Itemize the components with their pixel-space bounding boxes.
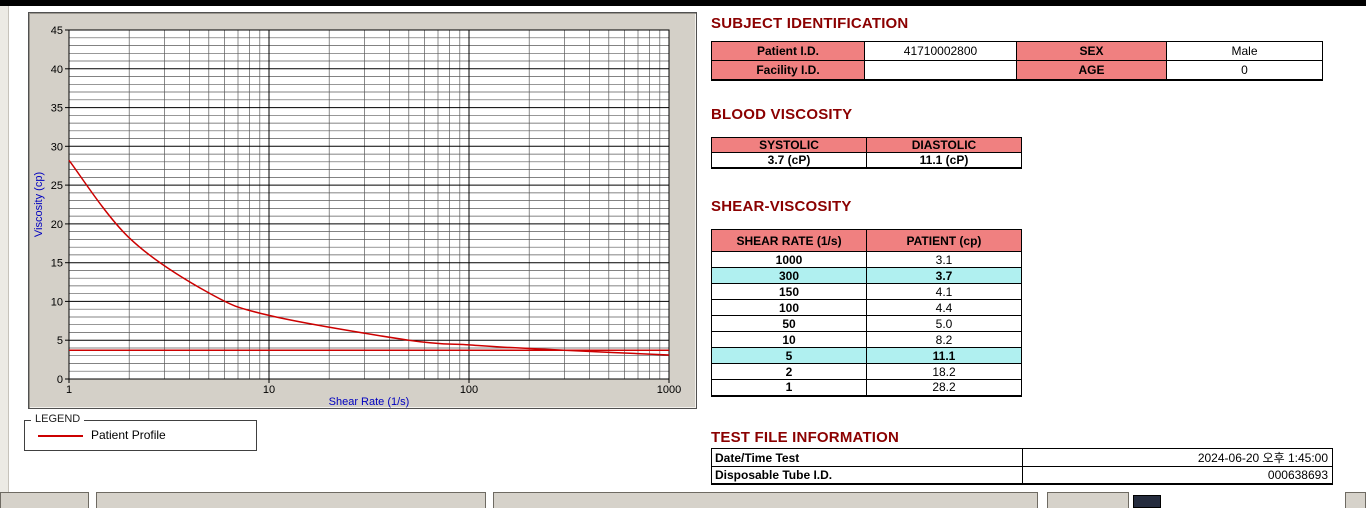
svg-text:10: 10 <box>51 296 63 308</box>
patient-id-value: 41710002800 <box>864 41 1017 61</box>
table-row: 3.7 (cP) 11.1 (cP) <box>711 152 1022 169</box>
table-row: Facility I.D. AGE 0 <box>711 60 1323 80</box>
patient-cp-cell: 11.1 <box>866 347 1022 364</box>
diastolic-value: 11.1 (cP) <box>866 152 1022 169</box>
patient-cp-cell: 28.2 <box>866 379 1022 396</box>
shear-viscosity-row: 150 4.1 <box>711 283 1022 300</box>
facility-id-label: Facility I.D. <box>711 60 865 80</box>
table-row: Disposable Tube I.D. 000638693 <box>711 466 1333 484</box>
shear-viscosity-row: 5 11.1 <box>711 347 1022 364</box>
svg-text:Shear Rate (1/s): Shear Rate (1/s) <box>329 396 410 408</box>
window-left-frame <box>0 6 9 508</box>
shear-viscosity-row: 2 18.2 <box>711 363 1022 380</box>
svg-text:40: 40 <box>51 64 63 76</box>
shear-rate-column-header: SHEAR RATE (1/s) <box>711 229 867 252</box>
shear-viscosity-row: 100 4.4 <box>711 299 1022 316</box>
viscosity-chart-panel: 1 10 100 1000 0 5 10 15 20 25 30 35 40 45 Shear Rate (… <box>28 12 697 409</box>
chart-legend: LEGEND Patient Profile <box>24 413 257 451</box>
legend-title: LEGEND <box>31 413 85 425</box>
section-title-blood-viscosity: BLOOD VISCOSITY <box>711 106 853 123</box>
shear-viscosity-table: SHEAR RATE (1/s) PATIENT (cp) 1000 3.1 300… <box>711 229 1022 397</box>
shear-rate-cell: 100 <box>711 299 867 316</box>
table-row: Date/Time Test 2024-06-20 오후 1:45:00 <box>711 448 1333 467</box>
legend-line-sample <box>38 435 83 437</box>
shear-viscosity-row: 1000 3.1 <box>711 251 1022 268</box>
background-window-fragment[interactable] <box>96 492 486 508</box>
patient-cp-cell: 5.0 <box>866 315 1022 332</box>
svg-text:35: 35 <box>51 103 63 115</box>
sex-value: Male <box>1166 41 1323 61</box>
section-title-test-file-information: TEST FILE INFORMATION <box>711 429 900 446</box>
svg-text:1: 1 <box>66 384 72 396</box>
table-row: Patient I.D. 41710002800 SEX Male <box>711 41 1323 61</box>
age-label: AGE <box>1016 60 1167 80</box>
svg-text:Viscosity (cp): Viscosity (cp) <box>33 172 45 237</box>
section-title-shear-viscosity: SHEAR-VISCOSITY <box>711 198 852 215</box>
shear-rate-cell: 300 <box>711 267 867 284</box>
svg-text:100: 100 <box>460 384 478 396</box>
shear-rate-cell: 5 <box>711 347 867 364</box>
svg-text:5: 5 <box>57 335 63 347</box>
patient-cp-cell: 4.1 <box>866 283 1022 300</box>
table-row: SYSTOLIC DIASTOLIC <box>711 137 1022 153</box>
svg-text:20: 20 <box>51 219 63 231</box>
facility-id-value <box>864 60 1017 80</box>
patient-cp-column-header: PATIENT (cp) <box>866 229 1022 252</box>
subject-identification-table: Patient I.D. 41710002800 SEX Male Facili… <box>711 41 1323 81</box>
shear-viscosity-row: 300 3.7 <box>711 267 1022 284</box>
shear-rate-cell: 1 <box>711 379 867 396</box>
svg-text:0: 0 <box>57 374 63 386</box>
date-time-test-value: 2024-06-20 오후 1:45:00 <box>1022 448 1333 467</box>
patient-cp-cell: 3.1 <box>866 251 1022 268</box>
age-value: 0 <box>1166 60 1323 80</box>
test-file-information-table: Date/Time Test 2024-06-20 오후 1:45:00 Dis… <box>711 448 1333 485</box>
patient-cp-cell: 3.7 <box>866 267 1022 284</box>
shear-viscosity-body: 1000 3.1 300 3.7 150 4.1 100 4.4 50 5.0 10 8.2 5 11.1… <box>711 251 1022 396</box>
background-window-dark-fragment[interactable] <box>1133 495 1161 508</box>
section-title-subject-identification: SUBJECT IDENTIFICATION <box>711 15 909 32</box>
shear-rate-cell: 50 <box>711 315 867 332</box>
patient-cp-cell: 18.2 <box>866 363 1022 380</box>
disposable-tube-id-value: 000638693 <box>1022 466 1333 484</box>
shear-rate-cell: 10 <box>711 331 867 348</box>
svg-text:30: 30 <box>51 141 63 153</box>
sex-label: SEX <box>1016 41 1167 61</box>
viscosity-chart: 1 10 100 1000 0 5 10 15 20 25 30 35 40 45 Shear Rate (… <box>33 25 681 408</box>
patient-cp-cell: 4.4 <box>866 299 1022 316</box>
legend-entry-label: Patient Profile <box>91 428 166 442</box>
svg-text:45: 45 <box>51 25 63 37</box>
svg-text:15: 15 <box>51 258 63 270</box>
svg-text:10: 10 <box>263 384 275 396</box>
shear-rate-cell: 1000 <box>711 251 867 268</box>
patient-id-label: Patient I.D. <box>711 41 865 61</box>
background-window-fragment[interactable] <box>0 492 89 508</box>
background-window-fragment[interactable] <box>493 492 1038 508</box>
shear-viscosity-row: 50 5.0 <box>711 315 1022 332</box>
table-header-row: SHEAR RATE (1/s) PATIENT (cp) <box>711 229 1022 252</box>
blood-viscosity-table: SYSTOLIC DIASTOLIC 3.7 (cP) 11.1 (cP) <box>711 137 1022 169</box>
shear-viscosity-row: 10 8.2 <box>711 331 1022 348</box>
patient-cp-cell: 8.2 <box>866 331 1022 348</box>
systolic-value: 3.7 (cP) <box>711 152 867 169</box>
disposable-tube-id-label: Disposable Tube I.D. <box>711 466 1023 484</box>
date-time-test-label: Date/Time Test <box>711 448 1023 467</box>
shear-rate-cell: 150 <box>711 283 867 300</box>
shear-rate-cell: 2 <box>711 363 867 380</box>
diastolic-header: DIASTOLIC <box>866 137 1022 153</box>
background-window-fragment[interactable] <box>1047 492 1129 508</box>
svg-text:1000: 1000 <box>657 384 681 396</box>
background-window-fragment[interactable] <box>1345 492 1366 508</box>
window-top-bar <box>0 0 1366 6</box>
svg-text:25: 25 <box>51 180 63 192</box>
systolic-header: SYSTOLIC <box>711 137 867 153</box>
shear-viscosity-row: 1 28.2 <box>711 379 1022 396</box>
